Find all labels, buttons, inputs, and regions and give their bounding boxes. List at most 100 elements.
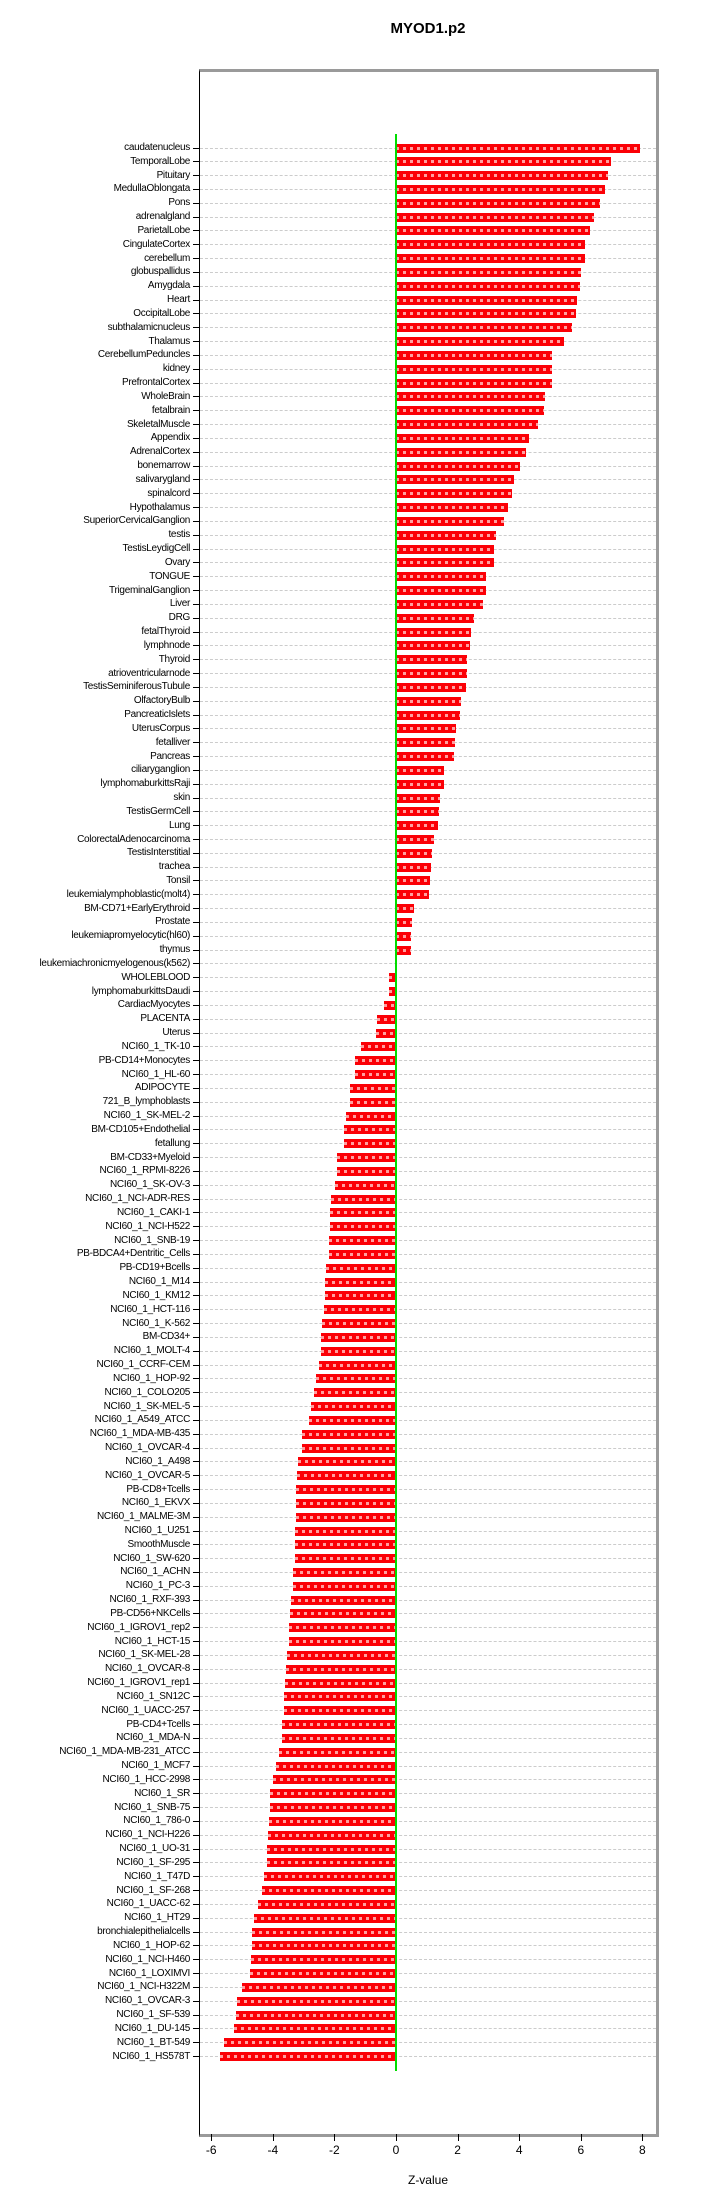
gridline xyxy=(200,1793,656,1795)
gridline xyxy=(200,1004,656,1006)
gridline xyxy=(200,1890,656,1892)
bar xyxy=(275,1761,396,1771)
y-axis-tick xyxy=(193,188,200,190)
bar xyxy=(396,738,455,748)
bar xyxy=(282,1720,396,1730)
gridline xyxy=(200,1253,656,1255)
bar xyxy=(272,1775,396,1785)
y-axis-tick xyxy=(193,1419,200,1421)
y-tick-label: 721_B_lymphoblasts xyxy=(102,1096,191,1108)
y-axis-tick xyxy=(193,368,200,370)
y-tick-label: PancreaticIslets xyxy=(124,709,190,721)
y-tick-label: NCI60_1_OVCAR-3 xyxy=(105,1995,190,2007)
y-tick-label: fetalThyroid xyxy=(141,626,190,638)
bar xyxy=(396,821,438,831)
bar xyxy=(396,378,552,388)
y-axis-tick xyxy=(193,479,200,481)
y-tick-label: Thalamus xyxy=(148,335,190,347)
y-axis-tick xyxy=(193,1240,200,1242)
y-tick-label: NCI60_1_MOLT-4 xyxy=(113,1345,191,1357)
y-axis-tick xyxy=(193,1585,200,1587)
y-tick-label: fetalliver xyxy=(155,736,191,748)
gridline xyxy=(200,1544,656,1546)
y-tick-label: NCI60_1_HCT-15 xyxy=(114,1635,191,1647)
y-axis-tick xyxy=(193,382,200,384)
y-axis-tick xyxy=(193,1876,200,1878)
y-axis-tick xyxy=(193,1973,200,1975)
bar xyxy=(396,420,538,430)
y-tick-label: NCI60_1_RPMI-8226 xyxy=(99,1165,190,1177)
y-tick-label: PB-CD19+Bcells xyxy=(119,1262,190,1274)
y-tick-label: CingulateCortex xyxy=(122,238,191,250)
y-axis-tick xyxy=(193,1654,200,1656)
y-axis-tick xyxy=(193,1184,200,1186)
y-tick-label: NCI60_1_OVCAR-5 xyxy=(105,1469,190,1481)
gridline xyxy=(200,1281,656,1283)
bar xyxy=(396,793,441,803)
gridline xyxy=(200,1530,656,1532)
y-tick-label: NCI60_1_SK-MEL-5 xyxy=(103,1400,191,1412)
bar xyxy=(315,1374,396,1384)
y-axis-tick xyxy=(193,410,200,412)
y-axis-tick xyxy=(193,285,200,287)
x-tick-label: 0 xyxy=(392,2143,400,2157)
y-tick-label: NCI60_1_MALME-3M xyxy=(96,1511,190,1523)
y-axis-tick xyxy=(193,1710,200,1712)
y-axis-tick xyxy=(193,1724,200,1726)
y-tick-label: bronchialepithelialcells xyxy=(97,1926,190,1938)
x-axis-tick xyxy=(211,2134,213,2141)
gridline xyxy=(200,1599,656,1601)
y-tick-label: NCI60_1_MDA-MB-231_ATCC xyxy=(59,1746,190,1758)
bar xyxy=(360,1042,396,1052)
y-axis-tick xyxy=(193,2056,200,2058)
gridline xyxy=(200,1585,656,1587)
x-tick-label: -6 xyxy=(205,2143,217,2157)
bar xyxy=(298,1457,396,1467)
y-axis-tick xyxy=(193,1530,200,1532)
bar xyxy=(250,1955,396,1965)
y-axis-tick xyxy=(193,1765,200,1767)
y-axis-tick xyxy=(193,1378,200,1380)
gridline xyxy=(200,1613,656,1615)
bar xyxy=(396,807,440,817)
y-axis-tick xyxy=(193,977,200,979)
y-axis-tick xyxy=(193,1087,200,1089)
y-tick-label: NCI60_1_SF-295 xyxy=(116,1856,190,1868)
y-tick-label: PrefrontalCortex xyxy=(121,377,190,389)
gridline xyxy=(200,1876,656,1878)
y-tick-label: NCI60_1_IGROV1_rep2 xyxy=(87,1621,190,1633)
y-tick-label: testis xyxy=(168,529,190,541)
gridline xyxy=(200,1101,656,1103)
y-axis-tick xyxy=(193,1696,200,1698)
bar xyxy=(310,1402,396,1412)
y-axis-tick xyxy=(193,1544,200,1546)
gridline xyxy=(200,1419,656,1421)
y-axis-tick xyxy=(193,2028,200,2030)
gridline xyxy=(200,1018,656,1020)
gridline xyxy=(200,1240,656,1242)
x-tick-label: -4 xyxy=(267,2143,279,2157)
bar xyxy=(281,1733,396,1743)
bar xyxy=(295,1512,396,1522)
y-axis-tick xyxy=(193,935,200,937)
bar xyxy=(349,1097,396,1107)
bar xyxy=(396,599,484,609)
gridline xyxy=(200,1807,656,1809)
bar xyxy=(319,1360,396,1370)
bar xyxy=(389,973,396,983)
y-axis-tick xyxy=(193,1406,200,1408)
gridline xyxy=(200,949,656,951)
bar xyxy=(396,433,529,443)
bar xyxy=(283,1706,396,1716)
x-tick-label: 4 xyxy=(515,2143,523,2157)
bar xyxy=(289,1623,396,1633)
x-tick-label: 8 xyxy=(639,2143,646,2157)
gridline xyxy=(200,1765,656,1767)
y-tick-label: NCI60_1_U251 xyxy=(124,1525,191,1536)
bar xyxy=(396,350,553,360)
gridline xyxy=(200,1779,656,1781)
y-tick-label: ciliaryganglion xyxy=(131,764,190,776)
gridline xyxy=(200,1267,656,1269)
y-tick-label: OccipitalLobe xyxy=(133,307,190,319)
